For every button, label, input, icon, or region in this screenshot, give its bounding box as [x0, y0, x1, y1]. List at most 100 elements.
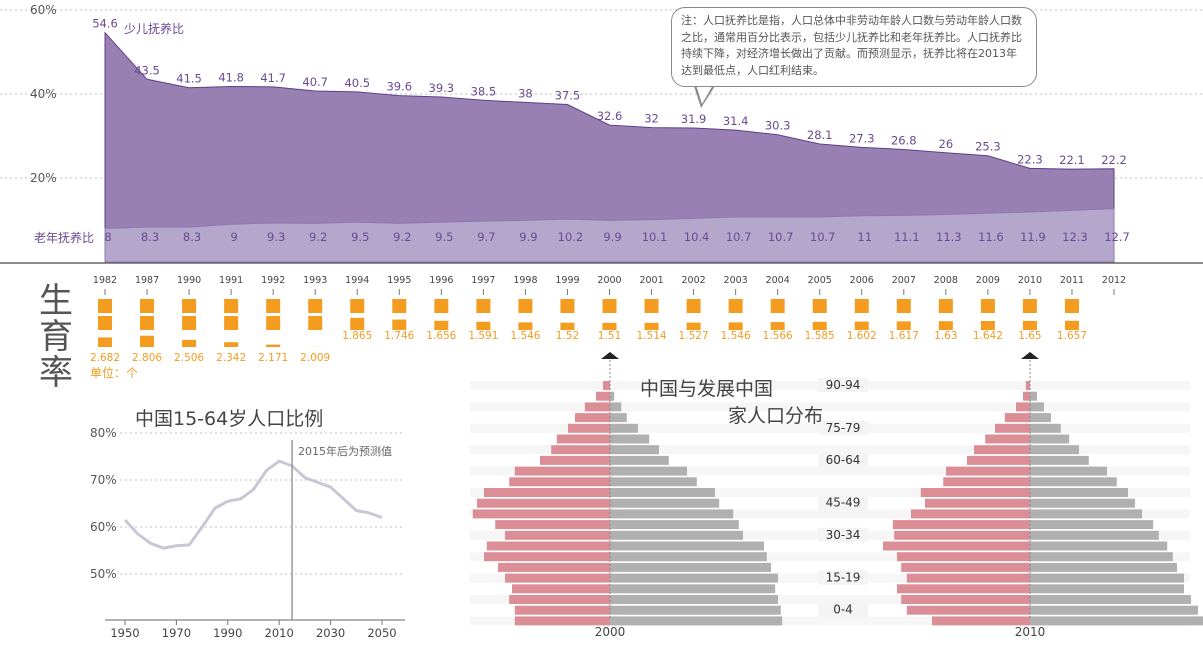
fertility-bar-unit [1065, 299, 1079, 313]
fertility-bar-fraction [182, 340, 196, 347]
share-x-tick-label: 2030 [316, 626, 345, 640]
old-value-label: 11.3 [936, 230, 962, 244]
pyramid-right-bar [610, 424, 638, 433]
fertility-value-label: 1.657 [1057, 330, 1087, 342]
old-value-label: 9.2 [393, 230, 411, 244]
pyramid-left-bar [907, 574, 1030, 583]
old-value-label: 10.7 [810, 230, 836, 244]
share-y-tick: 80% [90, 426, 117, 440]
fertility-bar-unit [224, 316, 238, 330]
pyramid-left-bar [551, 445, 610, 454]
pyramid-axis-label: 2000 [595, 625, 626, 639]
fertility-bar-unit [1023, 299, 1037, 313]
pyramid-left-bar [946, 467, 1030, 476]
pyramid-right-bar [1030, 542, 1167, 551]
pyramid-left-bar [515, 467, 610, 476]
year-tick-label: 1991 [219, 275, 243, 286]
pyramid-right-bar [610, 606, 781, 615]
fertility-bar-unit [855, 299, 869, 313]
pyramid-left-bar [484, 488, 610, 497]
old-value-label: 12.7 [1104, 230, 1130, 244]
pyramid-top-arrow [601, 352, 619, 359]
pyramid-left-bar [484, 552, 610, 561]
pyramid-left-bar [585, 402, 610, 411]
child-value-label: 26.8 [891, 133, 917, 147]
child-value-label: 41.5 [176, 72, 202, 86]
fertility-bar-unit [98, 299, 112, 313]
pyramid-left-bar [495, 520, 610, 529]
fertility-bar-fraction [1065, 321, 1079, 330]
pyramid-right-bar [610, 616, 782, 625]
pyramid-left-bar [540, 456, 610, 465]
pyramid-left-bar [487, 542, 610, 551]
pyramid-left-bar [505, 574, 610, 583]
fertility-bar-fraction [518, 322, 532, 330]
pyramid-left-bar [901, 563, 1030, 572]
pyramid-right-bar [610, 542, 764, 551]
child-value-label: 30.3 [765, 119, 791, 133]
old-value-label: 11.9 [1020, 230, 1046, 244]
old-value-label: 9.9 [519, 230, 537, 244]
pyramid-right-bar [1030, 392, 1037, 401]
child-value-label: 32.6 [597, 109, 623, 123]
pyramid-right-bar [610, 552, 767, 561]
dependency-y-tick: 20% [30, 171, 57, 185]
year-tick-label: 2000 [597, 275, 621, 286]
fertility-bar-fraction [98, 337, 112, 347]
share-line [125, 461, 382, 548]
pyramid-left-bar [974, 445, 1030, 454]
fertility-value-label: 1.642 [973, 330, 1003, 342]
fertility-bar-fraction [981, 321, 995, 330]
fertility-value-label: 1.546 [721, 330, 751, 342]
fertility-bar-unit [687, 299, 701, 313]
child-value-label: 38 [518, 86, 533, 100]
year-tick-label: 2009 [976, 275, 1000, 286]
fertility-bar-fraction [603, 323, 617, 330]
pyramid-right-bar [610, 520, 739, 529]
pyramid-left-bar [509, 477, 610, 486]
fertility-bar-unit [981, 299, 995, 313]
pyramid-right-bar [1030, 467, 1107, 476]
pyramid-right-bar [1030, 413, 1051, 422]
pyramid-right-bar [1030, 435, 1069, 444]
fertility-value-label: 1.617 [889, 330, 919, 342]
fertility-bar-fraction [771, 322, 785, 330]
pyramid-left-bar [907, 606, 1030, 615]
pyramid-title-line2: 家人口分布 [728, 405, 823, 427]
fertility-bar-unit [434, 299, 448, 313]
year-tick-label: 2003 [724, 275, 748, 286]
fertility-bar-fraction [939, 321, 953, 330]
pyramid-axis-label: 2010 [1015, 625, 1046, 639]
year-tick-label: 1996 [429, 275, 453, 286]
child-value-label: 39.6 [386, 80, 412, 94]
pyramid-left-bar [883, 542, 1030, 551]
year-tick-label: 2006 [850, 275, 874, 286]
pyramid-right-bar [610, 499, 719, 508]
child-value-label: 22.2 [1101, 153, 1127, 167]
old-value-label: 9.9 [603, 230, 621, 244]
year-tick-label: 1997 [471, 275, 495, 286]
fertility-bar-unit [560, 299, 574, 313]
year-tick-label: 1995 [387, 275, 411, 286]
population-share-title: 中国15-64岁人口比例 [135, 408, 323, 430]
old-value-label: 9 [230, 230, 237, 244]
fertility-bar-unit [182, 299, 196, 313]
fertility-bar-unit [897, 299, 911, 313]
share-y-tick: 50% [90, 567, 117, 581]
dependency-y-tick: 60% [30, 3, 57, 17]
pyramid-left-bar [921, 488, 1030, 497]
year-tick-label: 1990 [177, 275, 201, 286]
fertility-bar-unit [939, 299, 953, 313]
old-value-label: 10.7 [768, 230, 794, 244]
share-y-tick: 70% [90, 473, 117, 487]
pyramid-right-bar [1030, 531, 1159, 540]
pyramid-right-bar [1030, 574, 1184, 583]
pyramid-left-bar [568, 424, 610, 433]
fertility-value-label: 1.63 [934, 330, 957, 342]
year-tick-label: 1993 [303, 275, 327, 286]
child-value-label: 22.3 [1017, 152, 1043, 166]
dependency-y-tick: 40% [30, 87, 57, 101]
pyramid-row-stripe [470, 402, 1190, 411]
fertility-value-label: 1.656 [426, 330, 456, 342]
